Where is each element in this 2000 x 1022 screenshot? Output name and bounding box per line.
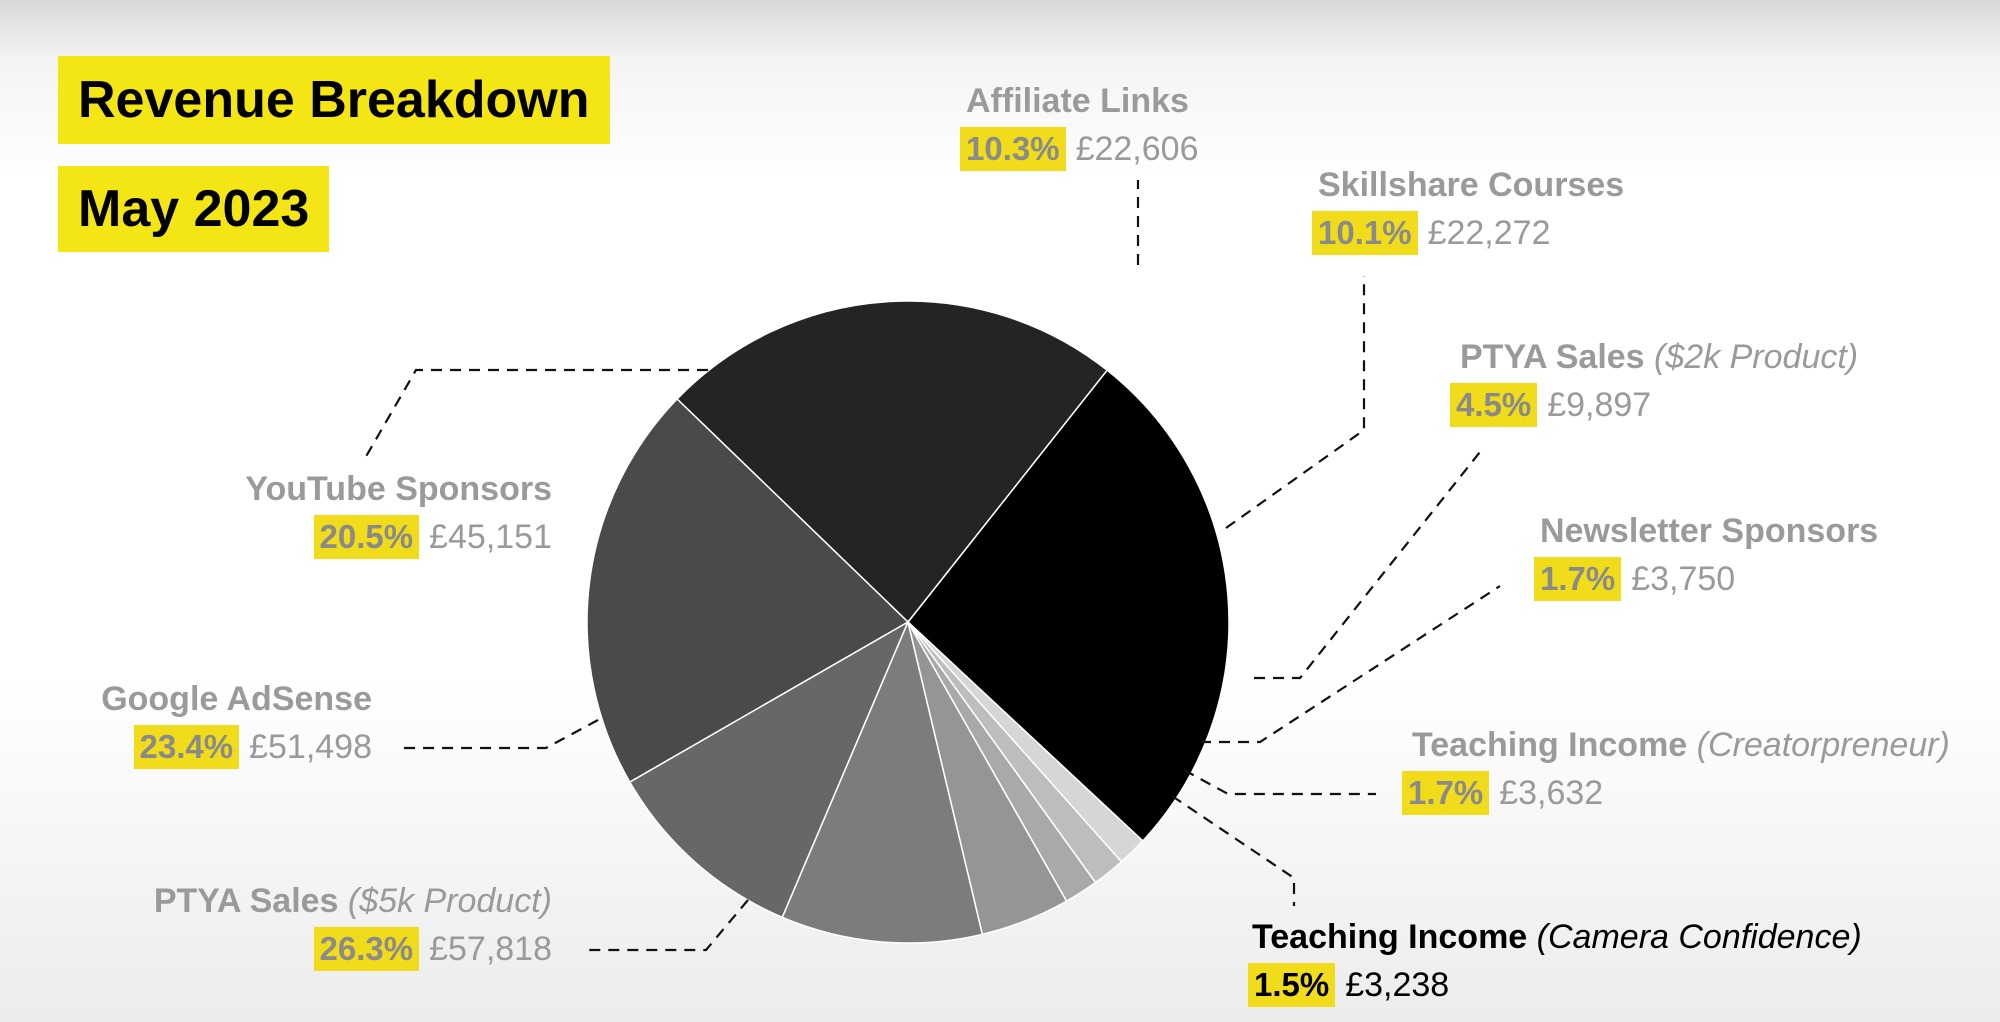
label-youtube-sponsors: YouTube Sponsors 20.5% £45,151 <box>245 466 552 562</box>
label-teaching-creatorpreneur: Teaching Income (Creatorpreneur) 1.7% £3,… <box>1402 722 1950 818</box>
slice-name: Teaching Income (Creatorpreneur) <box>1412 726 1950 764</box>
pie-slice <box>781 619 984 944</box>
slice-name: Google AdSense <box>101 680 372 718</box>
leader-line <box>1200 585 1501 744</box>
slice-name: Skillshare Courses <box>1318 166 1625 204</box>
leader-line <box>402 719 599 750</box>
slice-percent: 1.7% <box>1534 557 1622 601</box>
pie-slice <box>676 300 1109 624</box>
chart-subtitle: May 2023 <box>58 166 330 252</box>
label-newsletter-sponsors: Newsletter Sponsors 1.7% £3,750 <box>1534 508 1878 604</box>
slice-percent: 1.7% <box>1402 771 1490 815</box>
slice-amount: £3,750 <box>1631 560 1736 598</box>
slice-percent: 10.1% <box>1312 211 1418 255</box>
slice-amount: £22,272 <box>1427 214 1551 252</box>
pie-slices <box>586 300 1230 944</box>
leader-line <box>363 368 708 461</box>
leader-line <box>1183 769 1376 796</box>
label-skillshare-courses: Skillshare Courses 10.1% £22,272 <box>1312 162 1624 258</box>
leader-lines <box>363 180 1501 952</box>
leader-line <box>1171 795 1296 906</box>
slice-amount: £3,238 <box>1345 966 1450 1004</box>
slice-percent: 1.5% <box>1248 963 1336 1007</box>
leader-line <box>1254 451 1481 680</box>
slice-amount: £22,606 <box>1075 130 1199 168</box>
slice-name: YouTube Sponsors <box>245 470 552 508</box>
chart-title: Revenue Breakdown <box>58 56 610 144</box>
slice-percent: 23.4% <box>133 725 240 769</box>
label-ptya-sales-5k: PTYA Sales ($5k Product) 26.3% £57,818 <box>154 878 552 974</box>
slice-amount: £51,498 <box>249 728 372 766</box>
slice-percent: 10.3% <box>960 127 1066 171</box>
label-teaching-camera-confidence: Teaching Income (Camera Confidence) 1.5%… <box>1248 914 1862 1010</box>
pie-slice <box>586 397 910 784</box>
slice-amount: £3,632 <box>1499 774 1604 812</box>
slice-name: Newsletter Sponsors <box>1540 512 1879 550</box>
pie-slice <box>628 620 910 919</box>
slice-name: PTYA Sales ($5k Product) <box>153 882 552 920</box>
leader-line <box>582 899 749 952</box>
slice-percent: 20.5% <box>313 515 420 559</box>
pie-slice <box>907 621 1144 863</box>
pie-slice <box>906 369 1230 842</box>
slice-percent: 26.3% <box>313 927 420 971</box>
slice-amount: £57,818 <box>429 930 552 968</box>
label-affiliate-links: Affiliate Links 10.3% £22,606 <box>960 78 1198 174</box>
slice-name: Teaching Income (Camera Confidence) <box>1252 918 1862 956</box>
label-google-adsense: Google AdSense 23.4% £51,498 <box>101 676 372 772</box>
slice-name: PTYA Sales ($2k Product) <box>1460 338 1859 376</box>
slice-amount: £45,151 <box>429 518 552 556</box>
slice-amount: £9,897 <box>1547 386 1652 424</box>
label-ptya-sales-2k: PTYA Sales ($2k Product) 4.5% £9,897 <box>1450 334 1858 430</box>
slice-percent: 4.5% <box>1450 383 1538 427</box>
leader-line <box>1225 276 1366 529</box>
slice-name: Affiliate Links <box>966 82 1189 120</box>
